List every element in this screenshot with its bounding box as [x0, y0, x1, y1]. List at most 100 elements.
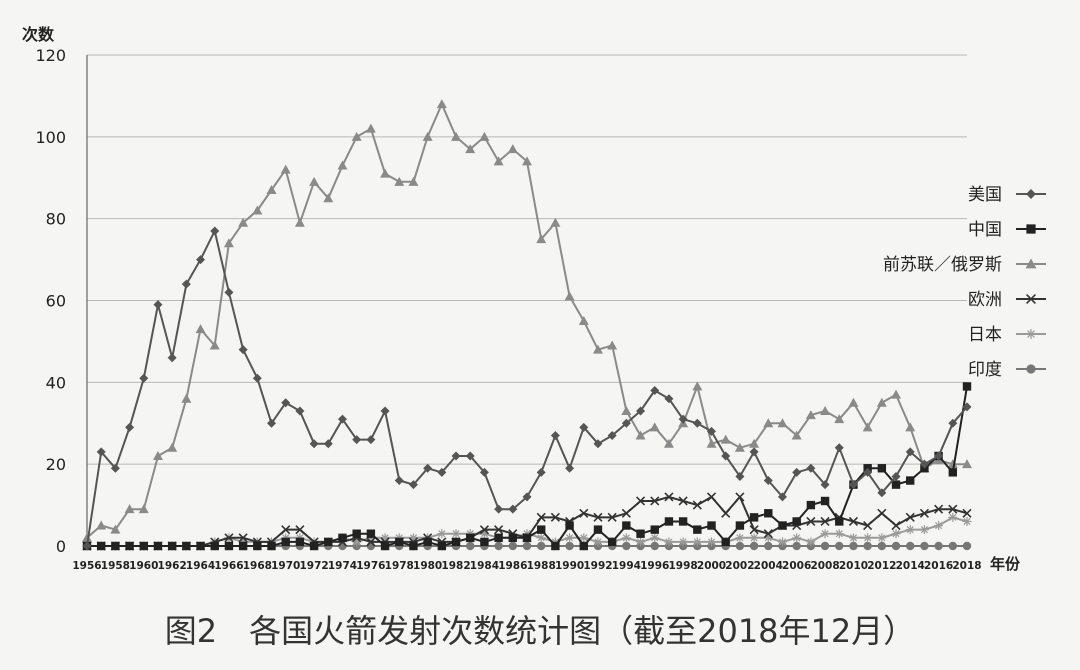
data-point: [309, 541, 319, 551]
data-point: [848, 480, 858, 490]
data-point: [749, 447, 759, 457]
x-tick-label: 1980: [413, 560, 442, 572]
x-tick-label: 1970: [271, 560, 300, 572]
x-tick-label: 1988: [527, 560, 556, 572]
data-point: [366, 435, 376, 445]
data-point: [650, 525, 659, 534]
data-point: [692, 537, 702, 547]
x-tick-label: 2014: [896, 560, 925, 572]
data-point: [494, 525, 504, 535]
legend-marker: [1026, 224, 1036, 234]
data-point: [565, 463, 575, 473]
data-point: [153, 541, 163, 551]
x-tick-label: 1964: [186, 560, 215, 572]
x-tick-label: 1994: [612, 560, 641, 572]
y-tick-label: 60: [46, 292, 66, 311]
data-point: [806, 516, 816, 527]
data-point: [96, 447, 106, 457]
data-point: [82, 532, 92, 542]
legend-label: 日本: [968, 325, 1002, 345]
data-point: [309, 176, 320, 186]
x-tick-label: 1972: [299, 560, 328, 572]
data-point: [778, 521, 787, 530]
data-point: [877, 541, 887, 551]
data-point: [167, 353, 177, 363]
data-point: [792, 533, 802, 543]
data-point: [181, 393, 192, 403]
data-point: [621, 508, 631, 518]
x-tick-label: 1998: [669, 560, 698, 572]
data-point: [805, 410, 816, 420]
data-point: [437, 467, 447, 477]
legend-marker: [1026, 189, 1036, 199]
data-point: [253, 541, 262, 551]
data-point: [281, 398, 291, 408]
data-point: [834, 443, 844, 453]
data-point: [650, 541, 659, 551]
data-point: [621, 405, 632, 415]
data-point: [423, 537, 432, 547]
data-point: [366, 529, 376, 538]
data-point: [394, 476, 404, 486]
data-point: [905, 512, 915, 522]
x-axis-title: 年份: [990, 555, 1021, 573]
data-point: [962, 508, 972, 518]
x-tick-label: 1976: [356, 560, 385, 572]
data-point: [706, 492, 717, 502]
data-point: [139, 373, 149, 383]
data-point: [749, 525, 759, 535]
data-point: [607, 340, 618, 350]
data-point: [280, 164, 291, 174]
data-point: [947, 459, 958, 469]
data-point: [352, 537, 362, 547]
data-point: [820, 529, 830, 539]
data-point: [622, 521, 631, 530]
y-tick-label: 100: [35, 128, 66, 147]
data-point: [565, 533, 575, 543]
x-tick-label: 2006: [782, 560, 811, 572]
data-point: [352, 435, 362, 445]
data-point: [508, 541, 518, 551]
data-point: [593, 537, 603, 547]
data-point: [593, 439, 603, 449]
data-point: [451, 131, 462, 141]
data-point: [635, 496, 646, 506]
data-point: [238, 541, 248, 551]
data-point: [238, 533, 248, 543]
data-point: [636, 406, 646, 416]
data-point: [848, 533, 858, 543]
data-point: [792, 541, 801, 551]
data-point: [338, 533, 347, 543]
data-point: [764, 509, 773, 518]
data-point: [380, 541, 390, 551]
data-point: [252, 373, 262, 383]
data-point: [834, 414, 845, 424]
data-point: [834, 529, 844, 539]
data-point: [820, 541, 830, 551]
data-point: [592, 344, 603, 354]
data-point: [380, 406, 390, 416]
x-tick-label: 2012: [867, 560, 896, 572]
data-point: [352, 529, 361, 538]
data-point: [820, 516, 830, 527]
data-point: [281, 525, 291, 535]
data-point: [749, 438, 760, 448]
data-point: [395, 537, 404, 547]
data-point: [621, 533, 631, 543]
data-point: [906, 541, 915, 551]
data-point: [707, 521, 716, 530]
data-point: [678, 414, 688, 424]
data-point: [806, 463, 816, 473]
data-point: [479, 467, 489, 477]
launch-chart: 0 20 40 60 80 100 120 1956 1958 1960 1962 1964 1966 1…: [22, 25, 1046, 573]
data-point: [692, 500, 702, 510]
data-point: [480, 537, 489, 547]
y-tick-label: 20: [46, 455, 66, 474]
data-point: [862, 422, 873, 432]
data-point: [749, 541, 759, 551]
data-point: [721, 451, 731, 461]
data-point: [664, 537, 674, 547]
legend-label: 中国: [968, 220, 1002, 240]
data-point: [877, 488, 887, 498]
data-point: [622, 541, 631, 551]
